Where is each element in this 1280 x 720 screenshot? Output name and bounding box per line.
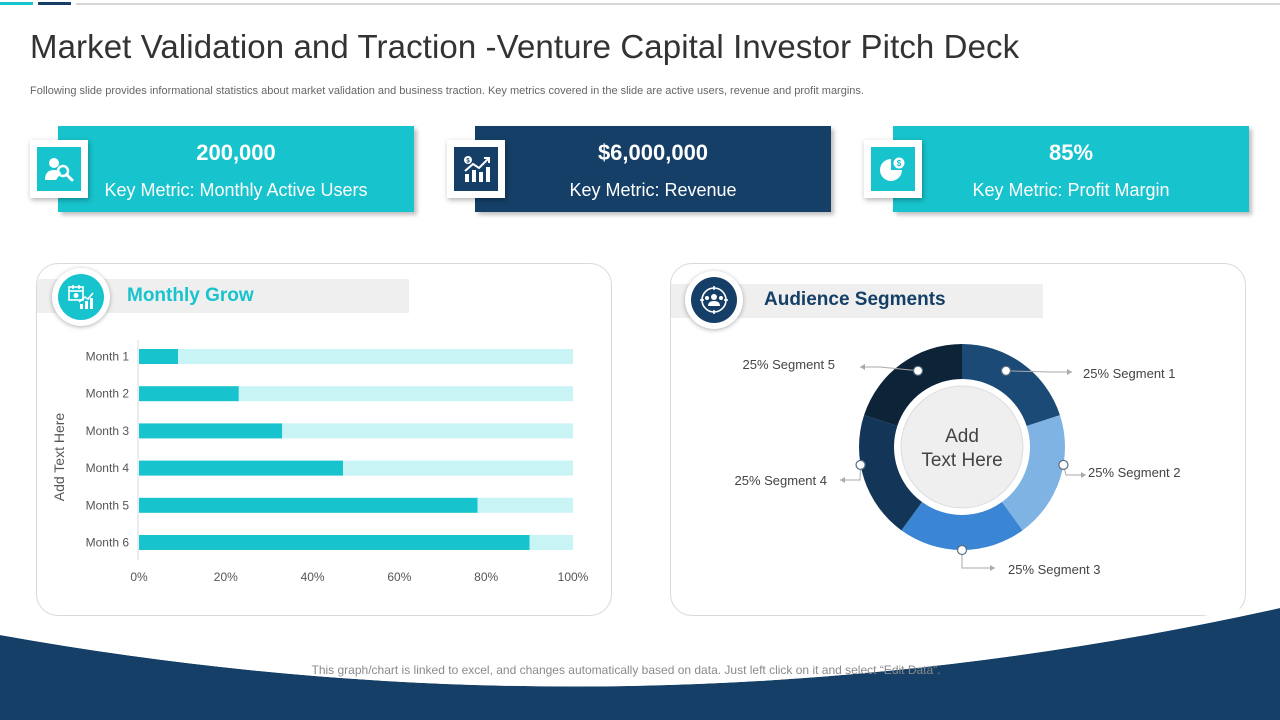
segment-marker-dot	[1058, 459, 1069, 470]
kpi-label: Key Metric: Monthly Active Users	[104, 180, 368, 200]
audience-segments-title: Audience Segments	[764, 289, 946, 310]
x-tick-label: 100%	[558, 570, 589, 584]
kpi-card-active-users: 200,000 Key Metric: Monthly Active Users	[58, 126, 414, 212]
segment-marker-dot	[956, 544, 968, 556]
kpi-card-profit-margin: 85% Key Metric: Profit Margin	[893, 126, 1249, 212]
category-label: Month 4	[86, 461, 130, 475]
bar-remainder	[342, 460, 573, 476]
category-label: Month 2	[86, 387, 130, 401]
revenue-growth-icon: $	[454, 147, 498, 191]
top-accent-bar	[0, 2, 1280, 6]
bottom-wave-decoration	[0, 600, 1280, 720]
monthly-grow-title: Monthly Grow	[127, 285, 254, 306]
category-label: Month 6	[86, 536, 130, 550]
bar-value	[139, 349, 179, 364]
x-tick-label: 0%	[130, 570, 148, 584]
segment-marker-dot	[912, 365, 924, 376]
donut-slice	[1001, 415, 1065, 531]
segment-label: 25% Segment 4	[734, 473, 827, 488]
x-tick-label: 60%	[387, 570, 411, 584]
panel-icon-circle	[52, 268, 110, 326]
user-search-icon	[37, 147, 81, 191]
donut-slice	[962, 344, 1060, 426]
audience-segments-donut-chart: Add Text Here 25% Segment 1 25% Segment 2…	[734, 344, 1181, 577]
kpi-card-revenue: $6,000,000 Key Metric: Revenue	[475, 126, 831, 212]
donut-center-text-line2: Text Here	[921, 450, 1002, 471]
slide-subtitle: Following slide provides informational s…	[30, 85, 864, 97]
kpi-value: $6,000,000	[597, 140, 709, 165]
bar-value	[139, 386, 239, 402]
kpi-icon-box	[30, 140, 88, 198]
segment-leader-arrow	[990, 565, 995, 571]
monthly-grow-bar-chart: Add Text Here Month 1 Month 2 Month 3 Month…	[51, 340, 589, 584]
segment-leader-arrow	[1067, 369, 1072, 375]
footer-note: This graph/chart is linked to excel, and…	[311, 663, 941, 677]
bar-value	[139, 497, 478, 513]
segment-label: 25% Segment 3	[1008, 562, 1101, 577]
x-tick-label: 80%	[474, 570, 498, 584]
calendar-growth-icon	[58, 274, 104, 320]
segment-label: 25% Segment 5	[742, 357, 835, 372]
panel-icon-circle	[685, 271, 743, 329]
segment-marker-dot	[1000, 365, 1012, 376]
audience-target-icon	[691, 277, 737, 323]
accent-segment-navy	[38, 2, 71, 5]
category-label: Month 1	[86, 350, 130, 364]
donut-center-disc	[900, 385, 1024, 509]
bar-value	[139, 460, 343, 476]
segment-label: 25% Segment 2	[1088, 465, 1181, 480]
bar-remainder	[282, 423, 573, 439]
bar-value	[139, 423, 283, 439]
bar-remainder	[529, 535, 573, 550]
segment-label: 25% Segment 1	[1083, 366, 1176, 381]
kpi-value: 85%	[1048, 140, 1094, 165]
x-tick-label: 40%	[301, 570, 325, 584]
segment-leader-arrow	[860, 364, 865, 370]
category-label: Month 5	[86, 498, 130, 512]
segment-leader-line	[1005, 370, 1072, 373]
kpi-value: 200,000	[196, 140, 276, 165]
y-axis-label: Add Text Here	[51, 413, 67, 502]
svg-text:$: $	[897, 159, 902, 168]
segment-leader-arrow	[840, 477, 845, 483]
svg-text:$: $	[466, 159, 470, 165]
bar-remainder	[238, 386, 573, 402]
segment-leader-line	[860, 366, 919, 372]
segment-marker-dot	[855, 459, 866, 470]
bar-remainder	[477, 497, 573, 513]
category-label: Month 3	[86, 424, 130, 438]
donut-center-text-line1: Add	[945, 426, 979, 447]
accent-line	[76, 3, 1280, 5]
slide-title: Market Validation and Traction -Venture …	[30, 28, 1020, 65]
accent-segment-teal	[0, 2, 33, 5]
segment-leader-line	[961, 554, 995, 569]
donut-slice	[901, 502, 1023, 550]
donut-slice	[864, 344, 962, 426]
monthly-grow-panel	[36, 263, 612, 616]
donut-slice	[859, 415, 923, 531]
kpi-label: Key Metric: Revenue	[569, 180, 737, 200]
pie-dollar-icon: $	[871, 147, 915, 191]
kpi-label: Key Metric: Profit Margin	[972, 180, 1170, 200]
kpi-icon-box: $	[864, 140, 922, 198]
kpi-icon-box: $	[447, 140, 505, 198]
x-tick-label: 20%	[214, 570, 238, 584]
segment-leader-arrow	[1081, 472, 1086, 478]
bar-remainder	[178, 349, 573, 364]
bar-value	[139, 535, 530, 550]
